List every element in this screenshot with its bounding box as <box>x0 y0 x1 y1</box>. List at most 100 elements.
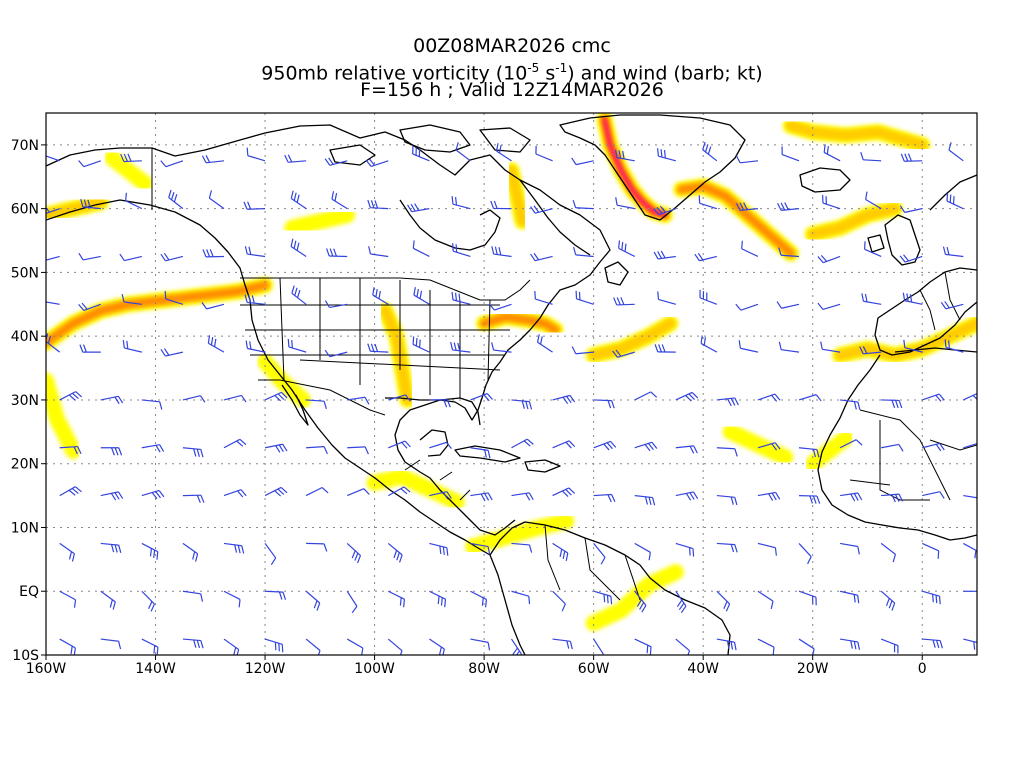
wind-barb <box>246 147 266 162</box>
x-tick-label: 140W <box>135 661 176 677</box>
wind-barb <box>182 447 204 458</box>
wind-barb <box>530 252 553 262</box>
wind-barb <box>160 253 184 262</box>
map-title-line3: F=156 h ; Valid 12Z14MAR2026 <box>360 79 664 101</box>
wind-barb <box>903 339 923 353</box>
coastline-south-america <box>489 521 731 655</box>
vorticity-contour <box>284 207 356 236</box>
border-mexico-central <box>404 459 471 501</box>
wind-barb <box>881 399 903 409</box>
wind-barb <box>899 205 923 213</box>
wind-barb <box>963 494 977 499</box>
wind-barb <box>675 542 695 557</box>
wind-barb <box>290 190 307 210</box>
wind-barb <box>59 445 82 455</box>
wind-barb <box>817 254 841 264</box>
wind-barb <box>470 542 491 555</box>
wind-barb <box>324 157 348 166</box>
coastline-south-america-west <box>489 554 526 655</box>
y-tick-label: 60N <box>11 202 39 218</box>
wind-barb <box>881 443 904 452</box>
wind-barb <box>634 590 647 613</box>
wind-barb <box>264 638 284 653</box>
wind-barb <box>59 542 75 562</box>
wind-barb <box>346 488 370 497</box>
wind-barb <box>572 199 594 210</box>
wind-barb <box>511 542 533 553</box>
vorticity-contour <box>785 120 928 151</box>
wind-barb <box>922 393 945 402</box>
wind-barb <box>347 396 370 405</box>
wind-barb <box>944 339 964 353</box>
wind-barb <box>122 339 142 353</box>
wind-barb <box>511 399 533 410</box>
wind-barb <box>59 391 83 401</box>
border-us-mexico <box>258 379 386 416</box>
wind-barb <box>413 287 430 305</box>
coastline-iceland <box>799 167 851 193</box>
wind-barb <box>675 491 699 501</box>
wind-barb <box>168 189 184 210</box>
axis-ticks: 160W 140W 120W 100W 80W 60W 40W 20W 0 70N 60N 50N 40… <box>11 138 927 677</box>
wind-barb <box>284 154 307 163</box>
wind-barb <box>488 303 512 311</box>
wind-barb <box>388 440 411 449</box>
coastline-cuba <box>454 445 521 463</box>
wind-barb <box>119 253 142 262</box>
wind-barb <box>59 590 77 608</box>
wind-barb <box>618 240 635 258</box>
wind-barb <box>716 638 737 651</box>
wind-barb <box>290 238 307 257</box>
vorticity-band <box>585 315 679 364</box>
vorticity-band <box>804 430 854 472</box>
wind-barb <box>593 543 606 565</box>
wind-barb <box>716 494 738 506</box>
wind-barb <box>757 491 781 501</box>
wind-barb <box>634 638 652 655</box>
wind-barb <box>839 590 860 604</box>
vorticity-band <box>804 200 903 243</box>
wind-barb <box>552 638 573 650</box>
wind-barb <box>820 341 841 353</box>
wind-barb <box>614 149 635 162</box>
wind-barb <box>757 638 775 655</box>
wind-barb <box>78 252 101 261</box>
wind-barb <box>821 195 841 210</box>
wind-barb <box>324 300 348 309</box>
wind-barb <box>963 638 977 650</box>
wind-barb <box>264 443 288 453</box>
coastlines <box>46 114 977 655</box>
map-title-line1: 00Z08MAR2026 cmc <box>413 35 611 57</box>
vorticity-band <box>103 149 153 192</box>
wind-barb <box>388 394 411 402</box>
wind-barb <box>777 202 800 212</box>
wind-barb <box>412 240 430 258</box>
y-tick-label: 10N <box>11 520 39 536</box>
wind-barb <box>776 301 800 309</box>
wind-barb <box>429 638 445 655</box>
wind-barb <box>675 590 687 613</box>
y-tick-label: 40N <box>11 329 39 345</box>
wind-barb <box>900 153 923 162</box>
wind-barb <box>757 590 774 610</box>
wind-barb <box>141 590 155 612</box>
wind-barb <box>490 200 512 210</box>
wind-barb <box>452 243 471 258</box>
wind-barbs <box>46 141 977 655</box>
wind-barb <box>940 301 964 310</box>
wind-barb <box>675 445 698 454</box>
wind-barb <box>922 590 941 605</box>
wind-barb <box>306 542 328 552</box>
wind-barb <box>387 542 403 563</box>
wind-barb <box>653 205 676 216</box>
wind-barb <box>388 590 406 608</box>
wind-barb <box>455 142 471 162</box>
wind-barb <box>141 638 159 655</box>
wind-barb <box>534 291 553 305</box>
wind-barb <box>429 399 451 408</box>
coastline-hudson-bay <box>399 199 501 251</box>
wind-barb <box>902 292 923 305</box>
wind-barb <box>778 341 800 353</box>
vorticity-band <box>377 302 416 408</box>
coastline-greenland <box>559 114 746 221</box>
